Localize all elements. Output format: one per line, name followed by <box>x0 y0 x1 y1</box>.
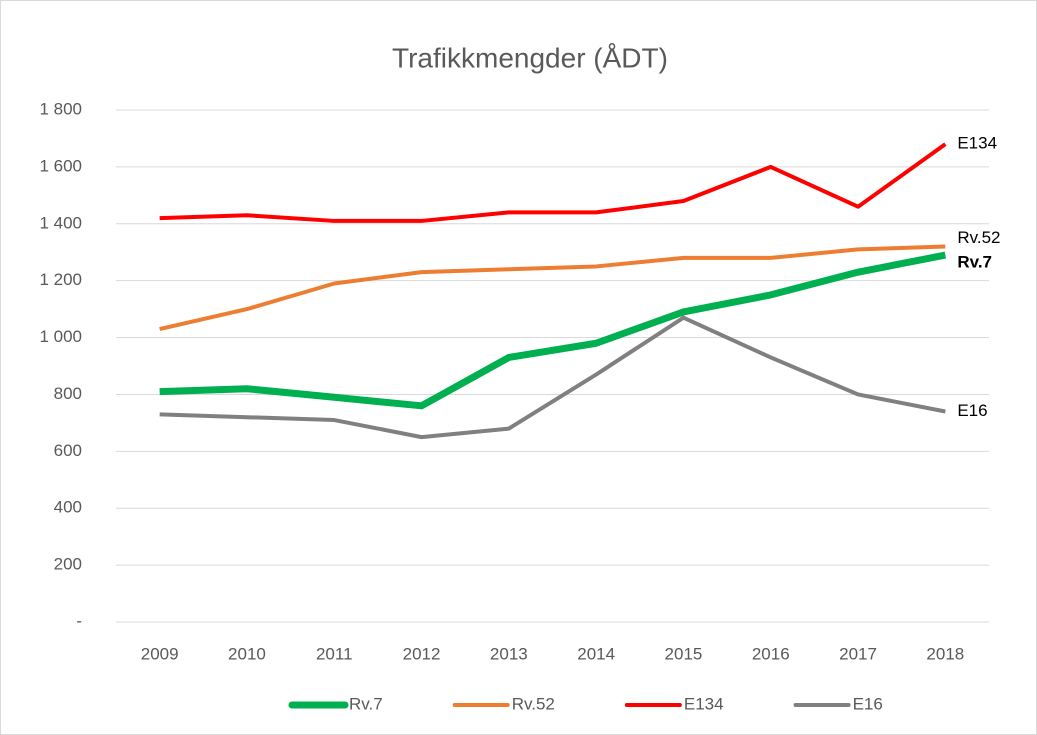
x-tick-label: 2016 <box>752 644 790 663</box>
y-tick-label: 600 <box>54 441 82 460</box>
x-tick-label: 2012 <box>403 644 441 663</box>
legend-label: Rv.52 <box>512 694 555 713</box>
y-tick-label: 1 800 <box>39 99 82 118</box>
legend-label: Rv.7 <box>349 694 383 713</box>
x-tick-label: 2014 <box>577 644 615 663</box>
y-tick-label: 1 400 <box>39 213 82 232</box>
x-tick-label: 2010 <box>228 644 266 663</box>
legend-label: E134 <box>684 694 724 713</box>
y-tick-label: 1 000 <box>39 327 82 346</box>
end-label: E16 <box>957 401 987 420</box>
series-line <box>159 244 946 331</box>
x-tick-label: 2018 <box>926 644 964 663</box>
legend-label: E16 <box>853 694 883 713</box>
y-tick-label: 400 <box>54 498 82 517</box>
series-line <box>159 142 947 223</box>
end-label: Rv.52 <box>957 228 1000 247</box>
series-line <box>159 251 947 410</box>
chart-title: Trafikkmengder (ÅDT) <box>392 42 668 73</box>
y-tick-label: 1 600 <box>39 156 82 175</box>
x-tick-label: 2017 <box>839 644 877 663</box>
end-label: E134 <box>957 134 997 153</box>
x-tick-label: 2011 <box>316 644 353 663</box>
y-tick-label: 1 200 <box>39 270 82 289</box>
series-line <box>159 315 946 440</box>
x-tick-label: 2013 <box>490 644 528 663</box>
y-tick-label: - <box>76 611 82 630</box>
y-tick-label: 200 <box>54 555 82 574</box>
x-tick-label: 2015 <box>665 644 703 663</box>
end-label: Rv.7 <box>957 253 992 272</box>
x-tick-label: 2009 <box>141 644 179 663</box>
y-tick-label: 800 <box>54 384 82 403</box>
